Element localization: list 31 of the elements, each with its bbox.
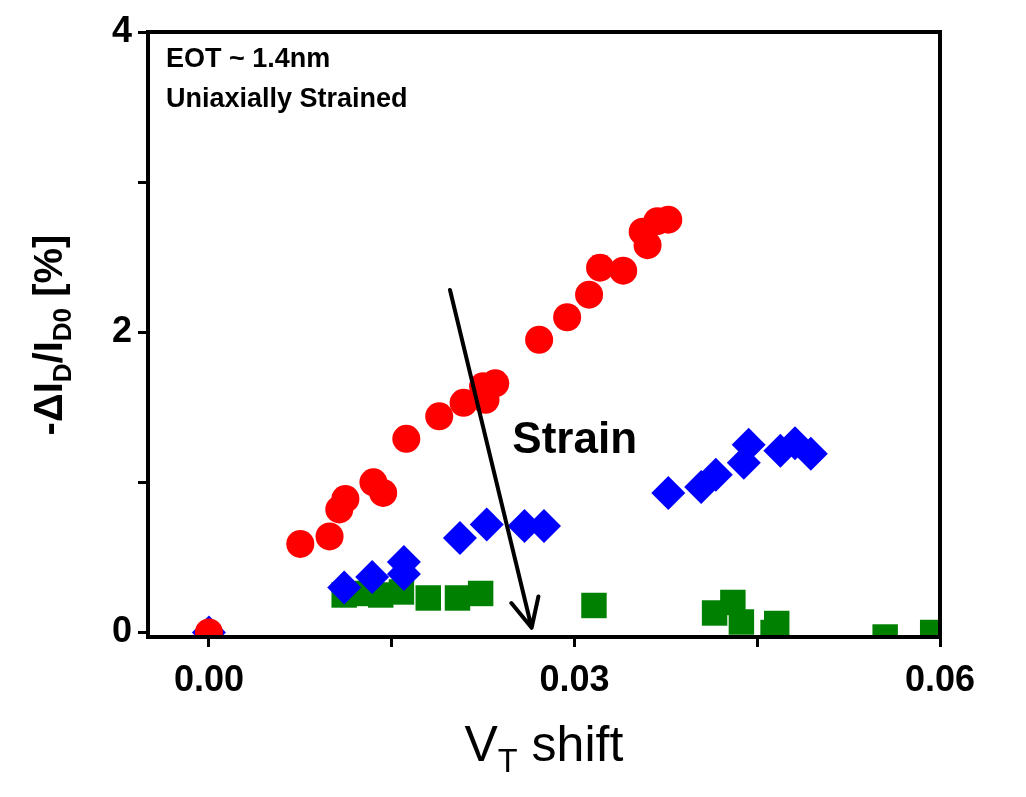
y-tick-label: 2 — [111, 309, 132, 351]
point — [355, 559, 390, 594]
y-tick-label: 0 — [111, 609, 132, 651]
point — [586, 253, 615, 282]
point — [525, 325, 554, 354]
annotation: Strain — [512, 413, 638, 464]
annotation: EOT ~ 1.4nm — [166, 42, 331, 75]
annotation: Uniaxially Strained — [166, 82, 408, 115]
point — [553, 303, 582, 332]
x-tick-label: 0.06 — [904, 657, 976, 699]
point — [369, 478, 398, 507]
point — [651, 475, 686, 510]
point — [469, 507, 504, 542]
point — [327, 570, 362, 605]
point — [331, 484, 360, 513]
point — [286, 529, 315, 558]
point — [728, 609, 755, 635]
x-tick-label: 0.03 — [539, 657, 610, 699]
point — [415, 585, 441, 611]
point — [609, 256, 638, 285]
point — [315, 522, 344, 551]
point — [467, 580, 494, 607]
point — [425, 402, 454, 431]
x-axis-title: V$_{T}$ shift — [464, 715, 624, 780]
point — [444, 585, 471, 611]
x-tick-label: 0.00 — [173, 657, 244, 699]
point — [442, 520, 477, 555]
y-tick-label: 4 — [111, 8, 132, 50]
point — [575, 280, 604, 309]
point — [581, 592, 607, 619]
point — [392, 424, 421, 453]
